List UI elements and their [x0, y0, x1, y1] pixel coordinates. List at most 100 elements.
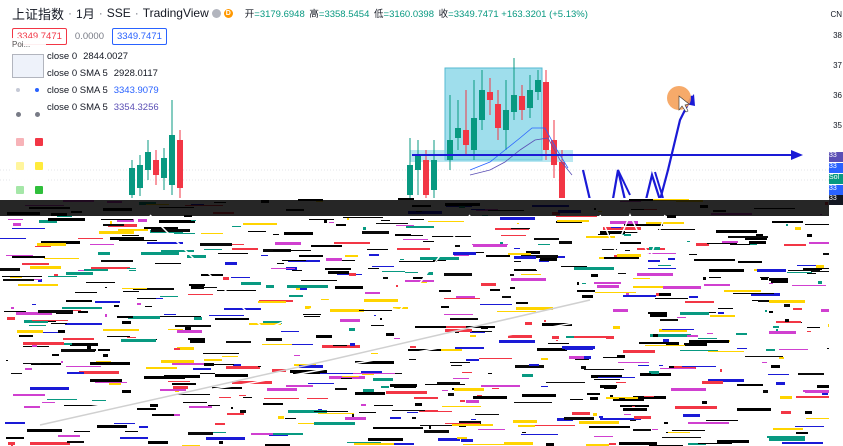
dot-swatch[interactable] [16, 112, 21, 117]
glitch-stripe [66, 272, 93, 275]
glitch-stripe [162, 284, 177, 286]
glitch-stripe [490, 289, 500, 291]
glitch-stripe [792, 285, 826, 286]
color-swatch[interactable] [35, 138, 43, 146]
color-swatch[interactable] [16, 186, 24, 194]
candle-body[interactable] [153, 160, 159, 175]
glitch-stripe [215, 374, 248, 377]
legend-row[interactable]: close 0 SMA 5 3343.9079 [47, 82, 159, 99]
candle-body[interactable] [431, 160, 437, 190]
dot-swatch[interactable] [35, 88, 39, 92]
glitch-stripe [439, 290, 451, 292]
glitch-stripe [298, 423, 315, 424]
legend-value: 2844.0027 [83, 51, 129, 62]
glitch-stripe [97, 425, 127, 428]
candle-body[interactable] [423, 160, 429, 195]
glitch-stripe [243, 397, 252, 398]
dot-swatch[interactable] [35, 112, 40, 117]
legend-row[interactable]: close 0 SMA 5 2928.0117 [47, 65, 159, 82]
color-swatch[interactable] [16, 162, 24, 170]
symbol-name[interactable]: 上证指数 [12, 6, 65, 22]
candlestick-series[interactable] [129, 58, 565, 205]
glitch-stripe [390, 417, 401, 419]
price-axis[interactable]: CN 38 37 36 35 33 33 Sol 33 33 [829, 0, 843, 446]
candle-body[interactable] [551, 140, 557, 165]
glitch-stripe [663, 286, 701, 289]
axis-label: 35 [833, 121, 842, 130]
glitch-stripe [8, 219, 23, 220]
candle-body[interactable] [519, 96, 525, 110]
legend-row[interactable]: close 0 SMA 5 3354.3256 [47, 99, 159, 116]
glitch-stripe [356, 415, 360, 416]
glitch-stripe [738, 261, 762, 263]
glitch-stripe [465, 253, 502, 255]
glitch-stripe [582, 283, 586, 284]
candle-body[interactable] [137, 165, 143, 188]
color-swatch[interactable] [35, 186, 43, 194]
glitch-stripe [425, 384, 465, 385]
zigzag-segment[interactable] [654, 171, 664, 199]
candle-body[interactable] [503, 110, 509, 130]
candle-body[interactable] [161, 158, 167, 178]
glitch-stripe [248, 231, 266, 232]
candle-body[interactable] [511, 95, 517, 112]
candle-body[interactable] [177, 140, 183, 188]
glitch-stripe [737, 408, 771, 411]
glitch-stripe [805, 411, 812, 414]
glitch-stripe [595, 292, 636, 293]
candle-body[interactable] [543, 82, 549, 150]
glitch-stripe [175, 325, 211, 327]
glitch-stripe [481, 385, 520, 387]
candle-body[interactable] [463, 130, 469, 145]
glitch-stripe [660, 319, 678, 321]
candle-body[interactable] [129, 168, 135, 195]
candle-body[interactable] [145, 152, 151, 170]
glitch-stripe [378, 443, 414, 445]
glitch-stripe [624, 414, 631, 415]
color-swatch[interactable] [35, 162, 43, 170]
buy-button[interactable]: 3349.7471 [111, 28, 167, 45]
glitch-stripe [187, 255, 206, 258]
candle-body[interactable] [535, 80, 541, 92]
glitch-stripe [684, 343, 707, 346]
color-swatch[interactable] [16, 138, 24, 146]
candle-body[interactable] [559, 162, 565, 200]
glitch-stripe [371, 353, 378, 354]
glitch-stripe [602, 249, 617, 250]
glitch-stripe [442, 390, 449, 391]
candle-body[interactable] [447, 140, 453, 160]
candle-body[interactable] [471, 118, 477, 150]
candle-body[interactable] [495, 104, 501, 128]
candle-body[interactable] [487, 92, 493, 100]
candle-body[interactable] [407, 165, 413, 195]
interval-label[interactable]: 1月 [76, 6, 95, 21]
glitch-stripe [32, 320, 68, 321]
glitch-stripe [307, 398, 328, 399]
glitch-stripe [155, 263, 181, 264]
glitch-stripe [720, 369, 722, 372]
glitch-stripe [137, 298, 156, 299]
candle-body[interactable] [527, 90, 533, 108]
zigzag-segment[interactable] [617, 169, 631, 196]
glitch-stripe [253, 219, 272, 222]
dot-swatch[interactable] [16, 88, 20, 92]
glitch-stripe [325, 268, 351, 270]
glitch-stripe [281, 331, 299, 332]
glitch-stripe [160, 296, 178, 297]
selected-style-swatch[interactable] [12, 54, 44, 78]
rectangle-drawing[interactable] [444, 67, 543, 161]
candle-body[interactable] [169, 135, 175, 185]
glitch-stripe [459, 421, 481, 424]
data-delay-badge[interactable]: D [223, 8, 233, 18]
glitch-stripe [442, 406, 481, 407]
candle-body[interactable] [415, 155, 421, 170]
candle-body[interactable] [455, 128, 461, 138]
source-label: TradingView [142, 6, 209, 20]
glitch-stripe [623, 232, 638, 233]
glitch-stripe [172, 363, 213, 365]
legend-row[interactable]: close 0 2844.0027 [47, 48, 159, 65]
glitch-stripe [613, 398, 651, 401]
glitch-stripe [584, 369, 624, 370]
candle-body[interactable] [479, 90, 485, 120]
